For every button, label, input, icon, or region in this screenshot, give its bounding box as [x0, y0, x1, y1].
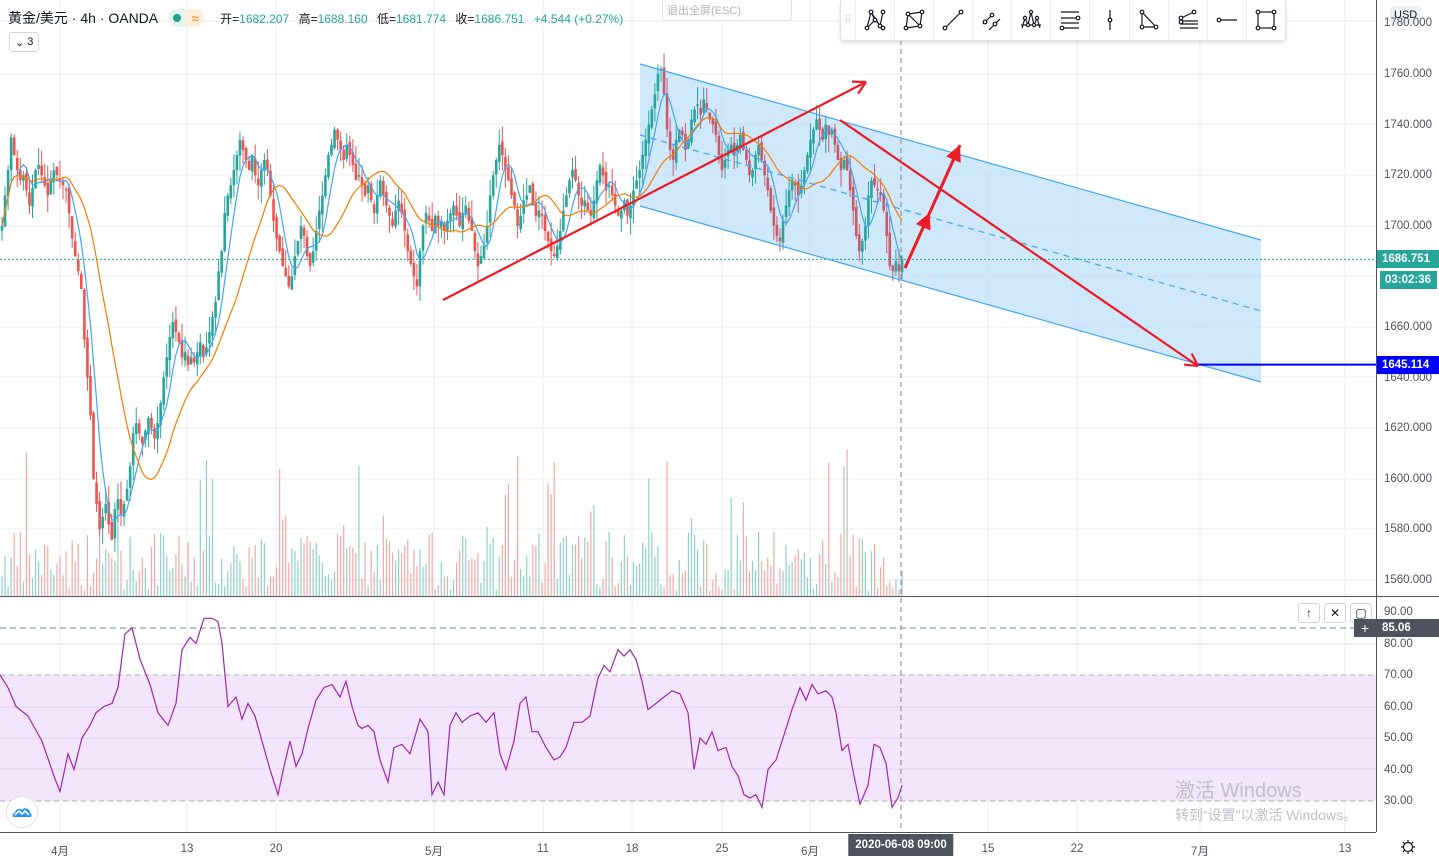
- rsi-tick-label: 30.00: [1384, 795, 1413, 807]
- time-tick-label: 13: [181, 843, 194, 855]
- windows-activation-watermark: 激活 Windows 转到“设置”以激活 Windows。: [1175, 774, 1357, 825]
- settings-gear-icon[interactable]: [1399, 838, 1417, 856]
- rsi-tick-label: 90.00: [1384, 606, 1413, 618]
- time-tick-label: 11: [537, 843, 549, 855]
- symbol-title[interactable]: 黄金/美元 · 4h · OANDA: [8, 8, 158, 28]
- parallel-channel-icon[interactable]: [973, 0, 1012, 40]
- head-shoulders-pattern-icon[interactable]: [1012, 0, 1051, 40]
- drawing-toolbar: ⠿: [840, 0, 1286, 41]
- time-tick-label: 20: [270, 843, 283, 855]
- time-tick-label: 22: [1071, 843, 1084, 855]
- close-value: 1686.751: [474, 12, 524, 26]
- change-value: +4.544 (+0.27%): [534, 12, 623, 26]
- rsi-tick-label: 50.00: [1384, 732, 1413, 744]
- rsi-tick-label: 40.00: [1384, 764, 1413, 776]
- volume-bars: [2, 450, 902, 596]
- exit-fullscreen-button[interactable]: 退出全屏(ESC): [662, 0, 792, 21]
- pane-separator[interactable]: [0, 596, 1439, 597]
- market-open-icon: [168, 9, 186, 27]
- countdown-tag: 03:02:36: [1380, 271, 1437, 289]
- time-tick-label: 4月: [51, 843, 69, 859]
- price-tick-label: 1700.000: [1384, 220, 1432, 232]
- crosshair-add-icon[interactable]: +: [1354, 619, 1376, 637]
- close-pane-button[interactable]: ✕: [1324, 603, 1346, 623]
- time-tick-label: 18: [626, 843, 639, 855]
- ohlc-values: 开=1682.207 高=1688.160 低=1681.774 收=1686.…: [220, 10, 623, 27]
- vertical-line-icon[interactable]: [1090, 0, 1129, 40]
- open-value: 1682.207: [239, 12, 289, 26]
- price-tick-label: 1660.000: [1384, 321, 1432, 333]
- indicator-count: 3: [27, 36, 33, 48]
- price-tick-label: 1580.000: [1384, 523, 1432, 535]
- data-delay-icon: ≈: [186, 9, 204, 27]
- time-axis[interactable]: [0, 832, 1376, 861]
- price-tick-label: 1720.000: [1384, 169, 1432, 181]
- market-status-pill[interactable]: ≈: [168, 9, 204, 27]
- tradingview-logo-button[interactable]: [6, 796, 38, 828]
- price-tick-label: 1560.000: [1384, 574, 1432, 586]
- target-price-tag: 1645.114: [1377, 356, 1439, 374]
- rsi-tick-label: 60.00: [1384, 701, 1413, 713]
- price-tick-label: 1760.000: [1384, 68, 1432, 80]
- rsi-crosshair-value: 85.06: [1377, 619, 1439, 637]
- low-value: 1681.774: [396, 12, 446, 26]
- drag-handle-icon[interactable]: ⠿: [841, 0, 856, 40]
- rsi-tick-label: 70.00: [1384, 669, 1413, 681]
- horizontal-ray-icon[interactable]: [1208, 0, 1247, 40]
- crosshair-time-tag: 2020-06-08 09:00: [848, 834, 953, 856]
- rectangle-icon[interactable]: [1247, 0, 1285, 40]
- price-tick-label: 1600.000: [1384, 473, 1432, 485]
- time-tick-label: 15: [982, 843, 995, 855]
- time-tick-label: 7月: [1191, 843, 1209, 859]
- rsi-tick-label: 80.00: [1384, 638, 1413, 650]
- abcd-pattern-icon[interactable]: [895, 0, 934, 40]
- price-tick-label: 1780.000: [1384, 17, 1432, 29]
- fib-retracement-icon[interactable]: [1051, 0, 1090, 40]
- cloud-logo-icon: [12, 805, 32, 819]
- xabcd-pattern-icon[interactable]: [856, 0, 895, 40]
- trend-line-icon[interactable]: [934, 0, 973, 40]
- time-tick-label: 13: [1339, 843, 1352, 855]
- last-price-tag: 1686.751: [1377, 250, 1439, 268]
- price-tick-label: 1740.000: [1384, 119, 1432, 131]
- time-tick-label: 6月: [801, 843, 819, 859]
- indicators-toggle-button[interactable]: ⌄ 3: [9, 32, 39, 52]
- time-tick-label: 25: [716, 843, 729, 855]
- pitchfork-icon[interactable]: [1169, 0, 1208, 40]
- price-tick-label: 1620.000: [1384, 422, 1432, 434]
- triangle-pattern-icon[interactable]: [1130, 0, 1169, 40]
- chevron-down-icon: ⌄: [15, 36, 24, 49]
- symbol-legend: 黄金/美元 · 4h · OANDA ≈ 开=1682.207 高=1688.1…: [8, 8, 623, 28]
- time-tick-label: 5月: [425, 843, 443, 859]
- move-pane-up-button[interactable]: ↑: [1298, 603, 1320, 623]
- high-value: 1688.160: [318, 12, 368, 26]
